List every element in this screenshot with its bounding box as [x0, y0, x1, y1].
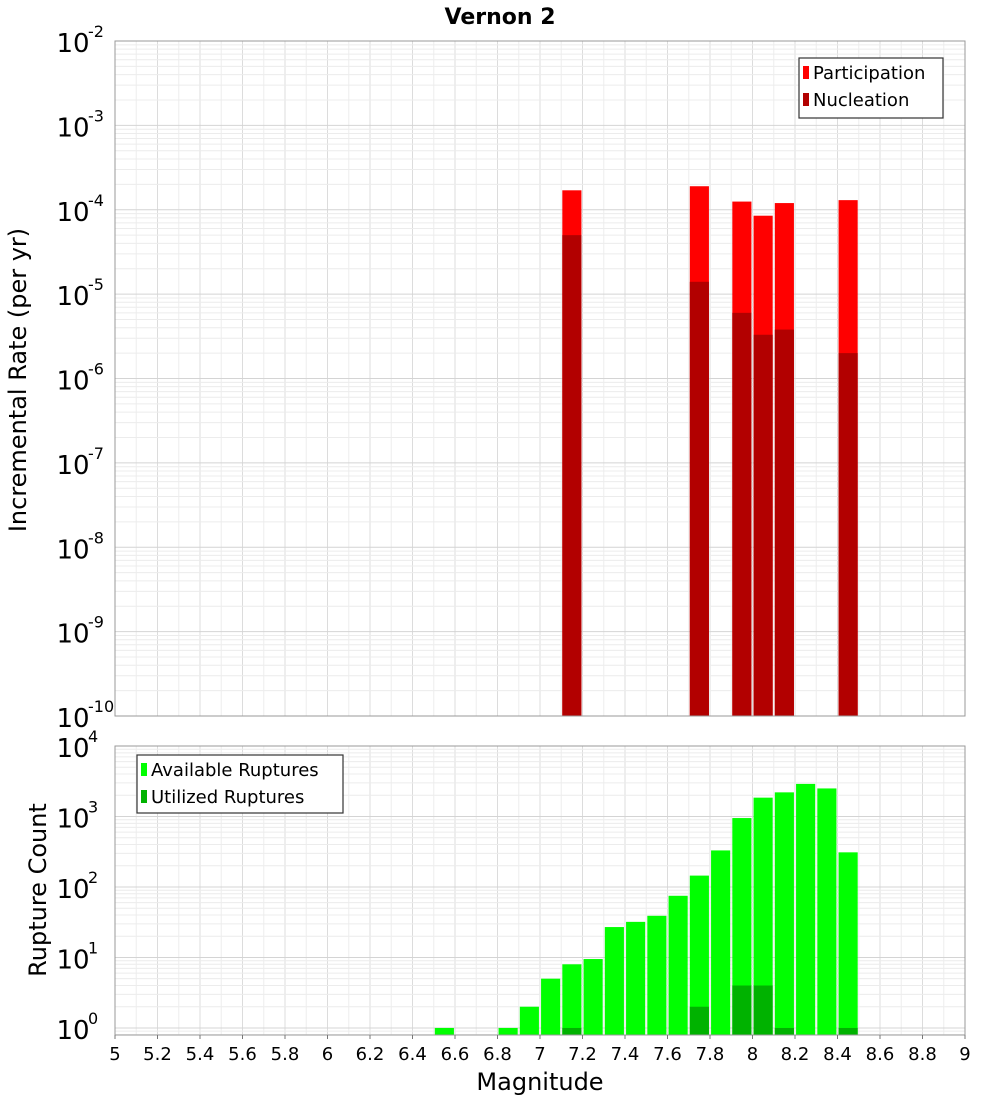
count-xtick-label: 8.8 [908, 1044, 937, 1065]
count-legend-label: Available Ruptures [151, 760, 319, 781]
rate-ytick-base: 10 [56, 620, 89, 650]
rate-ytick-base: 10 [56, 113, 89, 143]
count-ytick-base: 10 [56, 875, 89, 905]
count-xtick-label: 7.4 [611, 1044, 640, 1065]
rate-bar-nucleation [774, 329, 794, 716]
rate-ytick-exponent: -8 [88, 528, 104, 547]
count-xtick-label: 9 [959, 1044, 970, 1065]
bottom-y-axis-label: Rupture Count [24, 803, 52, 977]
count-xtick-label: 7.8 [696, 1044, 725, 1065]
count-ytick-exponent: 2 [88, 868, 98, 887]
count-ytick-base: 10 [56, 734, 89, 764]
count-bar-available-ruptures [626, 921, 646, 1035]
count-bar-utilized-ruptures [838, 1027, 858, 1035]
count-bar-utilized-ruptures [562, 1027, 582, 1035]
count-bar-available-ruptures [519, 1006, 539, 1035]
count-ytick-exponent: 0 [88, 1009, 98, 1028]
rate-bar-nucleation [753, 334, 773, 716]
rate-bar-nucleation [562, 235, 582, 716]
rate-bar-nucleation [732, 312, 752, 716]
rate-ytick-exponent: -4 [88, 191, 104, 210]
rate-ytick-base: 10 [56, 451, 89, 481]
rate-legend-box [798, 57, 944, 119]
rate-bar-nucleation [838, 353, 858, 716]
count-xtick-label: 7 [534, 1044, 545, 1065]
count-bar-available-ruptures [732, 818, 752, 1035]
rate-legend-label: Nucleation [813, 90, 909, 111]
rate-ytick-base: 10 [56, 29, 89, 59]
top-y-axis-label: Incremental Rate (per yr) [4, 228, 32, 532]
count-xtick-label: 5 [109, 1044, 120, 1065]
rate-legend-label: Participation [813, 63, 925, 84]
rate-ytick-exponent: -5 [88, 275, 104, 294]
count-xtick-label: 7.2 [568, 1044, 597, 1065]
count-xtick-label: 6 [322, 1044, 333, 1065]
count-legend-box [136, 754, 344, 814]
count-xtick-label: 5.6 [228, 1044, 257, 1065]
count-bar-utilized-ruptures [689, 1006, 709, 1035]
count-xtick-label: 8.6 [866, 1044, 895, 1065]
count-ytick-base: 10 [56, 1016, 89, 1046]
rate-plot-border [114, 40, 966, 717]
rate-ytick-base: 10 [56, 704, 89, 734]
chart-title: Vernon 2 [445, 5, 556, 30]
rate-ytick-exponent: -6 [88, 360, 104, 379]
rate-panel: 10-1010-910-810-710-610-510-410-310-2Par… [56, 22, 966, 734]
count-bar-available-ruptures [753, 797, 773, 1035]
count-xtick-label: 5.4 [186, 1044, 215, 1065]
rate-ytick-exponent: -2 [88, 22, 104, 41]
rate-ytick-base: 10 [56, 198, 89, 228]
count-bar-available-ruptures [434, 1027, 454, 1035]
rate-ytick-exponent: -9 [88, 613, 104, 632]
count-xtick-label: 6.6 [441, 1044, 470, 1065]
rate-ytick-base: 10 [56, 282, 89, 312]
rate-bar-nucleation [689, 281, 709, 716]
count-bar-available-ruptures [838, 852, 858, 1035]
rate-legend-swatch [803, 66, 809, 79]
count-bar-available-ruptures [817, 788, 837, 1035]
count-legend-label: Utilized Ruptures [151, 787, 304, 808]
count-bar-available-ruptures [711, 850, 731, 1035]
count-ytick-exponent: 3 [88, 797, 98, 816]
count-bar-utilized-ruptures [732, 985, 752, 1035]
count-xtick-label: 6.8 [483, 1044, 512, 1065]
count-xtick-label: 6.2 [356, 1044, 385, 1065]
count-xtick-label: 8.2 [781, 1044, 810, 1065]
count-ytick-base: 10 [56, 945, 89, 975]
count-legend-swatch [141, 763, 147, 776]
rate-legend-swatch [803, 93, 809, 106]
rate-ytick-exponent: -10 [88, 697, 114, 716]
count-xtick-label: 6.4 [398, 1044, 427, 1065]
count-bar-available-ruptures [498, 1027, 518, 1035]
count-legend-swatch [141, 790, 147, 803]
count-bar-available-ruptures [774, 792, 794, 1035]
count-ytick-exponent: 1 [88, 938, 98, 957]
count-bar-utilized-ruptures [753, 985, 773, 1035]
count-bar-available-ruptures [668, 895, 688, 1035]
rate-ytick-base: 10 [56, 535, 89, 565]
rate-ytick-exponent: -3 [88, 106, 104, 125]
count-bar-available-ruptures [796, 783, 816, 1035]
rate-ytick-base: 10 [56, 367, 89, 397]
count-bar-available-ruptures [583, 959, 603, 1035]
x-axis-label: Magnitude [476, 1068, 603, 1096]
count-xtick-label: 8 [747, 1044, 758, 1065]
count-bar-available-ruptures [647, 915, 667, 1035]
count-xtick-label: 7.6 [653, 1044, 682, 1065]
count-bar-utilized-ruptures [774, 1027, 794, 1035]
count-bar-available-ruptures [689, 875, 709, 1035]
count-ytick-base: 10 [56, 804, 89, 834]
rate-ytick-exponent: -7 [88, 444, 104, 463]
count-xtick-label: 5.2 [143, 1044, 172, 1065]
count-bar-available-ruptures [541, 978, 561, 1035]
count-xtick-label: 5.8 [271, 1044, 300, 1065]
count-bar-available-ruptures [604, 927, 624, 1035]
count-bar-available-ruptures [562, 964, 582, 1035]
count-xtick-label: 8.4 [823, 1044, 852, 1065]
count-ytick-exponent: 4 [88, 727, 98, 746]
